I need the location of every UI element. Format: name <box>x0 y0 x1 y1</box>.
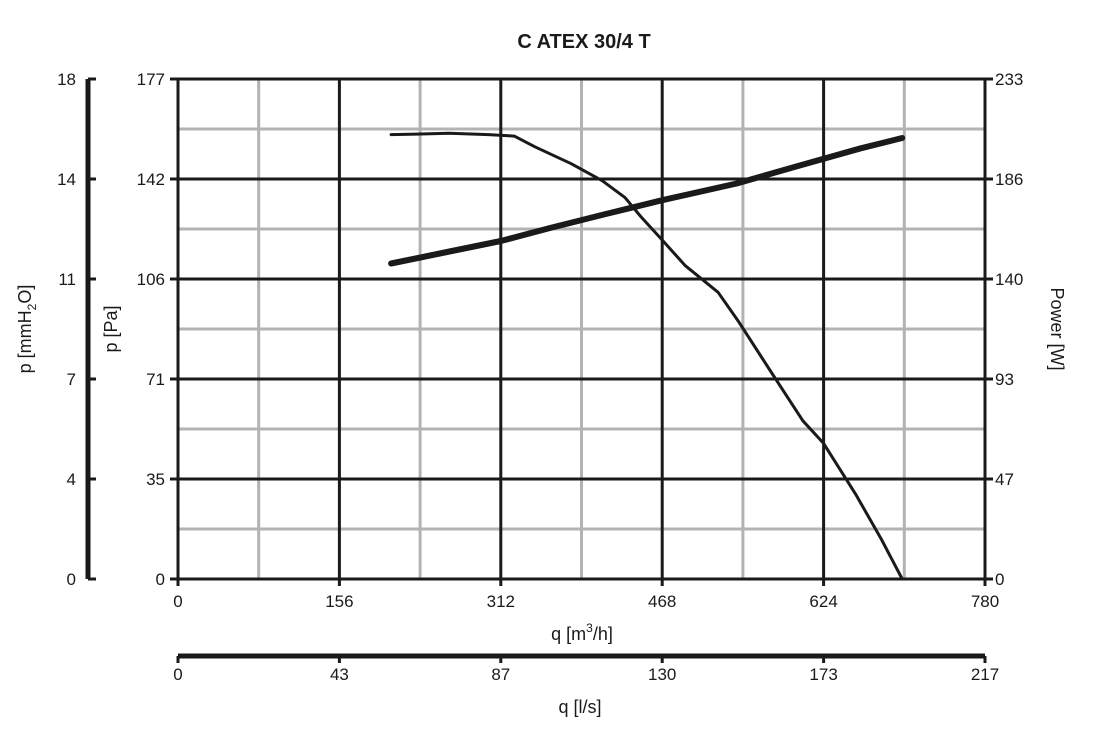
pressure-curve <box>389 131 904 581</box>
x-axis-label-m3h: q [m3/h] <box>551 621 613 644</box>
power-curve <box>388 135 906 267</box>
y-power-tick-label: 0 <box>995 570 1004 589</box>
y-power-tick-label: 93 <box>995 370 1014 389</box>
x-tick-label: 624 <box>809 592 837 611</box>
x2-tick-label: 87 <box>491 665 510 684</box>
plot-frame <box>176 77 987 581</box>
y-axis-label-power: Power [W] <box>1047 287 1067 370</box>
x2-tick-label: 0 <box>173 665 182 684</box>
x2-tick-label: 43 <box>330 665 349 684</box>
y-mmh2o-tick-label: 18 <box>57 70 76 89</box>
x-tick-label: 312 <box>487 592 515 611</box>
y-pa-tick-label: 35 <box>146 470 165 489</box>
axes <box>85 77 993 663</box>
x-tick-label: 468 <box>648 592 676 611</box>
y-power-tick-label: 47 <box>995 470 1014 489</box>
y-pa-tick-label: 177 <box>137 70 165 89</box>
y-mmh2o-tick-label: 11 <box>58 270 76 289</box>
y-pa-tick-label: 0 <box>156 570 165 589</box>
x-tick-label: 156 <box>325 592 353 611</box>
series <box>388 131 906 581</box>
y-power-tick-label: 186 <box>995 170 1023 189</box>
y-power-tick-label: 140 <box>995 270 1023 289</box>
y-mmh2o-tick-label: 4 <box>67 470 76 489</box>
y-pa-tick-label: 142 <box>137 170 165 189</box>
y-pa-tick-label: 106 <box>137 270 165 289</box>
x2-tick-label: 130 <box>648 665 676 684</box>
y-mmh2o-tick-label: 7 <box>67 370 76 389</box>
y-axis-label-pa: p [Pa] <box>101 305 121 352</box>
chart-title: C ATEX 30/4 T <box>517 31 650 53</box>
x-tick-label: 780 <box>971 592 999 611</box>
x-tick-label: 0 <box>173 592 182 611</box>
grid <box>178 79 985 579</box>
x-axis-label-ls: q [l/s] <box>558 697 601 717</box>
y-pa-tick-label: 71 <box>146 370 165 389</box>
y-mmh2o-tick-label: 0 <box>67 570 76 589</box>
x2-tick-label: 217 <box>971 665 999 684</box>
y-axis-label-mmh2o: p [mmH2O] <box>15 285 39 374</box>
x2-tick-label: 173 <box>809 665 837 684</box>
y-power-tick-label: 233 <box>995 70 1023 89</box>
y-mmh2o-tick-label: 14 <box>57 170 76 189</box>
